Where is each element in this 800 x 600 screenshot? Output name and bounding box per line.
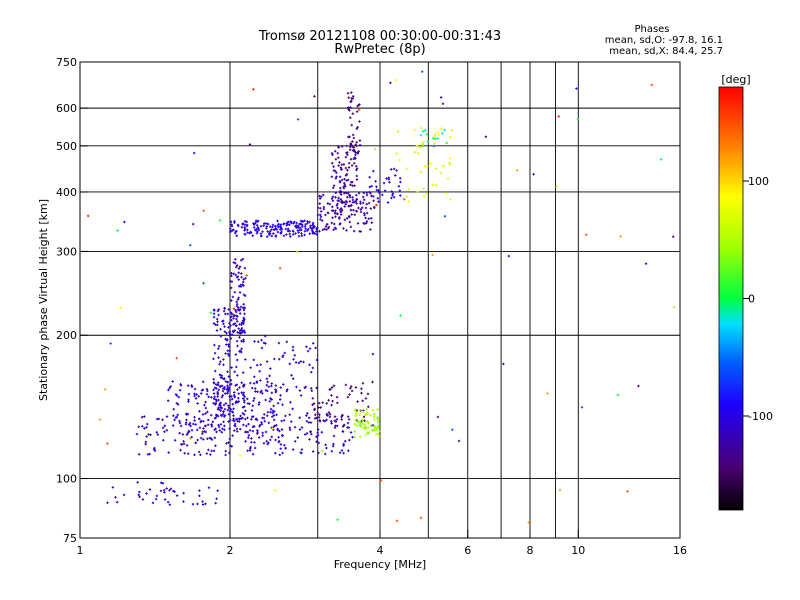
colorbar-ticks: -100 0 100 [743,175,773,423]
data-points [86,70,676,524]
x-axis: 1 2 4 6 8 10 16 [77,530,687,557]
colorbar-tick-label: -100 [748,410,773,423]
x-tick-label: 2 [227,544,234,557]
x-tick-label: 4 [377,544,384,557]
y-tick-label: 600 [56,102,77,115]
y-tick-label: 400 [56,186,77,199]
x-tick-label: 16 [673,544,687,557]
y-axis: 75 100 200 300 400 500 600 750 [56,56,88,545]
x-tick-label: 6 [464,544,471,557]
chart-subtitle: RwPretec (8p) [334,42,425,57]
x-axis-label: Frequency [MHz] [334,558,426,571]
grid [79,61,681,539]
x-tick-label: 10 [571,544,585,557]
colorbar-tick-label: 0 [748,293,755,306]
x-tick-label: 1 [77,544,84,557]
chart-title: Tromsø 20121108 00:30:00-00:31:43 [258,29,501,44]
y-tick-label: 750 [56,56,77,69]
phase-title: Phases [634,24,669,35]
phase-o-stats: mean, sd,O: -97.8, 16.1 [605,35,723,46]
colorbar [719,87,743,510]
phase-x-stats: mean, sd,X: 84.4, 25.7 [609,46,723,57]
y-tick-label: 500 [56,140,77,153]
colorbar-label: [deg] [721,73,750,86]
x-tick-label: 8 [527,544,534,557]
y-tick-label: 100 [56,473,77,486]
y-tick-label: 75 [63,532,77,545]
y-tick-label: 200 [56,329,77,342]
y-axis-label: Stationary phase Virtual Height [km] [37,199,50,401]
y-tick-label: 300 [56,245,77,258]
colorbar-tick-label: 100 [748,175,769,188]
